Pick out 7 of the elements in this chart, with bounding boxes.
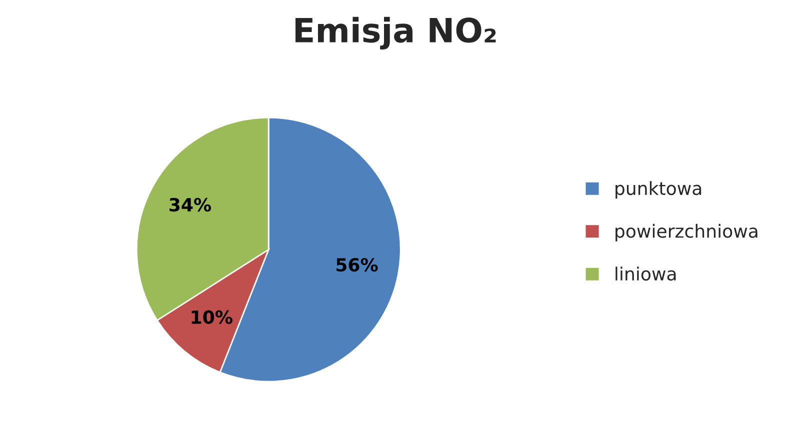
data-label: 10% [192, 310, 232, 324]
data-label: 34% [170, 198, 211, 212]
chart-title: Emisja NO₂ [295, 16, 496, 50]
legend-label: liniowa [616, 266, 676, 281]
legend-label: punktowa [616, 181, 702, 199]
data-label: 56% [336, 258, 378, 272]
legend-label: powierzchniowa [616, 224, 758, 242]
